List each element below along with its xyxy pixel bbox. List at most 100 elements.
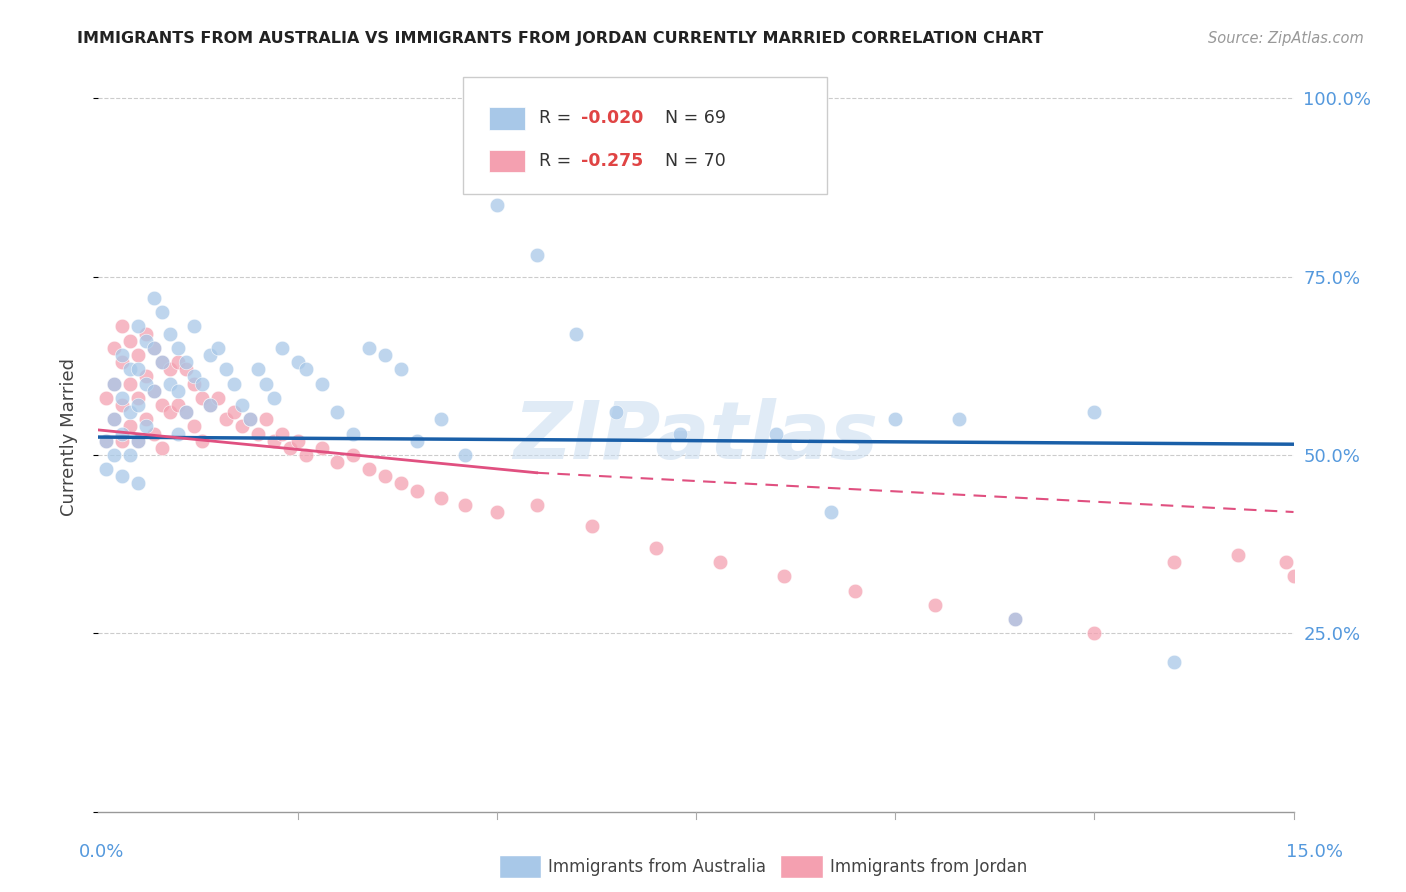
- Point: [167, 426, 190, 441]
- Text: -0.275: -0.275: [581, 152, 644, 169]
- Point: [1163, 555, 1185, 569]
- Point: [198, 398, 221, 412]
- Point: [167, 355, 190, 369]
- Point: [485, 198, 508, 212]
- Point: [120, 419, 142, 434]
- Point: [581, 519, 603, 533]
- Point: [120, 405, 142, 419]
- Point: [143, 341, 166, 355]
- Point: [103, 412, 125, 426]
- Point: [135, 334, 157, 348]
- Point: [222, 405, 245, 419]
- Point: [526, 248, 548, 262]
- Point: [948, 412, 970, 426]
- Point: [150, 355, 173, 369]
- Point: [159, 362, 181, 376]
- Point: [183, 319, 205, 334]
- Point: [103, 376, 125, 391]
- Point: [342, 426, 364, 441]
- Point: [103, 448, 125, 462]
- Point: [326, 405, 349, 419]
- Point: [359, 462, 381, 476]
- Point: [191, 391, 214, 405]
- Point: [342, 448, 364, 462]
- Point: [924, 598, 946, 612]
- Point: [485, 505, 508, 519]
- Point: [174, 405, 197, 419]
- Point: [1004, 612, 1026, 626]
- Point: [135, 376, 157, 391]
- Point: [143, 384, 166, 398]
- Point: [191, 376, 214, 391]
- Point: [215, 412, 238, 426]
- Point: [127, 391, 149, 405]
- Point: [1274, 555, 1296, 569]
- Point: [844, 583, 866, 598]
- Point: [326, 455, 349, 469]
- Point: [311, 441, 333, 455]
- Point: [287, 355, 309, 369]
- Point: [231, 419, 253, 434]
- Point: [820, 505, 842, 519]
- Point: [183, 376, 205, 391]
- Point: [167, 341, 190, 355]
- Point: [526, 498, 548, 512]
- Point: [207, 391, 229, 405]
- Point: [270, 341, 292, 355]
- Point: [454, 498, 477, 512]
- Point: [150, 355, 173, 369]
- Point: [215, 362, 238, 376]
- Text: R =: R =: [540, 152, 576, 169]
- Point: [183, 369, 205, 384]
- Point: [111, 398, 134, 412]
- Point: [191, 434, 214, 448]
- Point: [239, 412, 262, 426]
- Point: [183, 419, 205, 434]
- Point: [135, 369, 157, 384]
- Point: [311, 376, 333, 391]
- Point: [389, 362, 412, 376]
- Point: [669, 426, 692, 441]
- Point: [207, 341, 229, 355]
- Point: [103, 341, 125, 355]
- Point: [1226, 548, 1249, 562]
- Text: ZIPatlas: ZIPatlas: [513, 398, 879, 476]
- Point: [174, 405, 197, 419]
- Point: [111, 355, 134, 369]
- Point: [150, 305, 173, 319]
- Point: [135, 412, 157, 426]
- Point: [167, 384, 190, 398]
- Point: [111, 319, 134, 334]
- Point: [143, 341, 166, 355]
- Point: [1083, 405, 1105, 419]
- Point: [565, 326, 588, 341]
- Point: [127, 398, 149, 412]
- Point: [222, 376, 245, 391]
- Point: [96, 462, 118, 476]
- Point: [645, 541, 668, 555]
- Point: [167, 398, 190, 412]
- Point: [127, 348, 149, 362]
- Text: Immigrants from Jordan: Immigrants from Jordan: [830, 858, 1026, 876]
- Text: IMMIGRANTS FROM AUSTRALIA VS IMMIGRANTS FROM JORDAN CURRENTLY MARRIED CORRELATIO: IMMIGRANTS FROM AUSTRALIA VS IMMIGRANTS …: [77, 31, 1043, 46]
- Point: [263, 391, 285, 405]
- Point: [96, 434, 118, 448]
- Point: [359, 341, 381, 355]
- Bar: [489, 150, 524, 172]
- Point: [103, 412, 125, 426]
- Text: 15.0%: 15.0%: [1286, 843, 1343, 861]
- Point: [605, 405, 627, 419]
- Point: [1282, 569, 1305, 583]
- Point: [278, 441, 301, 455]
- Text: Source: ZipAtlas.com: Source: ZipAtlas.com: [1208, 31, 1364, 46]
- Point: [150, 441, 173, 455]
- Point: [135, 419, 157, 434]
- Point: [111, 434, 134, 448]
- Point: [143, 291, 166, 305]
- Point: [120, 334, 142, 348]
- Text: Immigrants from Australia: Immigrants from Australia: [548, 858, 766, 876]
- Point: [135, 326, 157, 341]
- Point: [143, 384, 166, 398]
- Point: [1004, 612, 1026, 626]
- Point: [127, 362, 149, 376]
